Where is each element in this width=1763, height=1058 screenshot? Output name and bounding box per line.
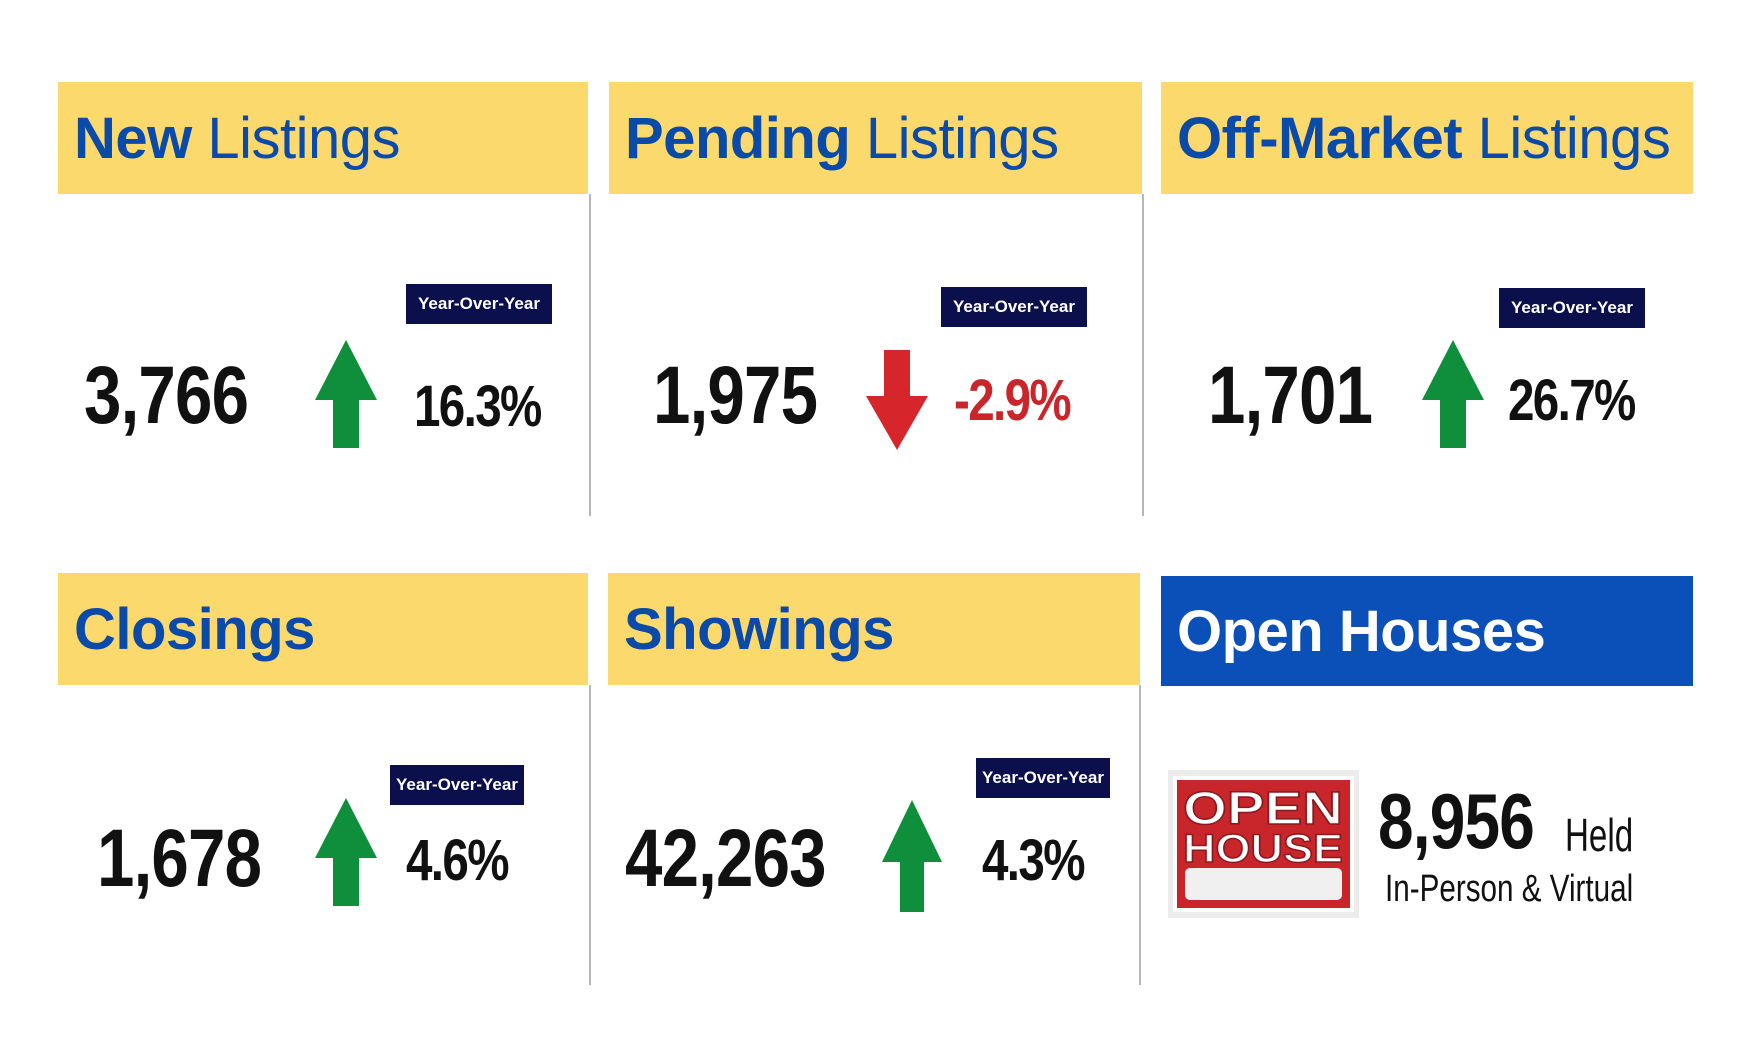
- new-listings-title: New Listings: [74, 105, 401, 172]
- arrow-up-icon: [1422, 340, 1484, 448]
- open-houses-subtitle: In-Person & Virtual: [1385, 868, 1634, 910]
- closings-header: Closings: [58, 573, 588, 685]
- title-bold: New: [74, 105, 192, 171]
- closings-value: 1,678: [97, 813, 262, 904]
- off-market-listings-title: Off-Market Listings: [1177, 105, 1671, 172]
- closings-change: 4.6%: [406, 828, 509, 893]
- title-bold: Pending: [625, 105, 851, 171]
- title-regular: Listings: [207, 105, 401, 171]
- title-regular: Listings: [865, 105, 1059, 171]
- column-divider: [589, 685, 591, 985]
- column-divider: [1139, 685, 1141, 985]
- title-regular: Listings: [1477, 105, 1671, 171]
- open-house-sign-icon: OPEN HOUSE: [1168, 770, 1359, 918]
- title-bold: Showings: [624, 596, 894, 662]
- yoy-badge: Year-Over-Year: [976, 758, 1110, 798]
- off-market-listings-value: 1,701: [1208, 350, 1373, 441]
- open-houses-value: 8,956: [1378, 777, 1535, 865]
- pending-listings-title: Pending Listings: [625, 105, 1059, 172]
- open-houses-held-label: Held: [1565, 809, 1634, 861]
- showings-title: Showings: [624, 596, 894, 663]
- off-market-listings-change: 26.7%: [1508, 368, 1636, 433]
- pending-listings-change: -2.9%: [954, 368, 1072, 433]
- showings-header: Showings: [608, 573, 1140, 685]
- yoy-badge: Year-Over-Year: [1499, 288, 1645, 328]
- yoy-badge: Year-Over-Year: [390, 765, 524, 805]
- closings-title: Closings: [74, 596, 315, 663]
- column-divider: [589, 194, 591, 516]
- showings-value: 42,263: [625, 813, 827, 904]
- yoy-badge: Year-Over-Year: [406, 284, 552, 324]
- new-listings-header: New Listings: [58, 82, 588, 194]
- arrow-up-icon: [315, 340, 377, 448]
- showings-change: 4.3%: [982, 828, 1085, 893]
- sign-line-house: HOUSE: [1183, 827, 1343, 871]
- column-divider: [1142, 194, 1144, 516]
- open-houses-header: Open Houses: [1161, 576, 1693, 686]
- arrow-up-icon: [315, 798, 377, 906]
- pending-listings-header: Pending Listings: [609, 82, 1142, 194]
- new-listings-change: 16.3%: [414, 374, 542, 439]
- arrow-up-icon: [882, 800, 942, 912]
- open-houses-title: Open Houses: [1177, 598, 1546, 664]
- sign-line-open: OPEN: [1183, 782, 1343, 834]
- off-market-listings-header: Off-Market Listings: [1161, 82, 1693, 194]
- yoy-badge: Year-Over-Year: [941, 287, 1087, 327]
- pending-listings-value: 1,975: [653, 350, 818, 441]
- title-bold: Off-Market: [1177, 105, 1463, 171]
- arrow-down-icon: [866, 350, 928, 450]
- new-listings-value: 3,766: [84, 350, 249, 441]
- title-bold: Closings: [74, 596, 315, 662]
